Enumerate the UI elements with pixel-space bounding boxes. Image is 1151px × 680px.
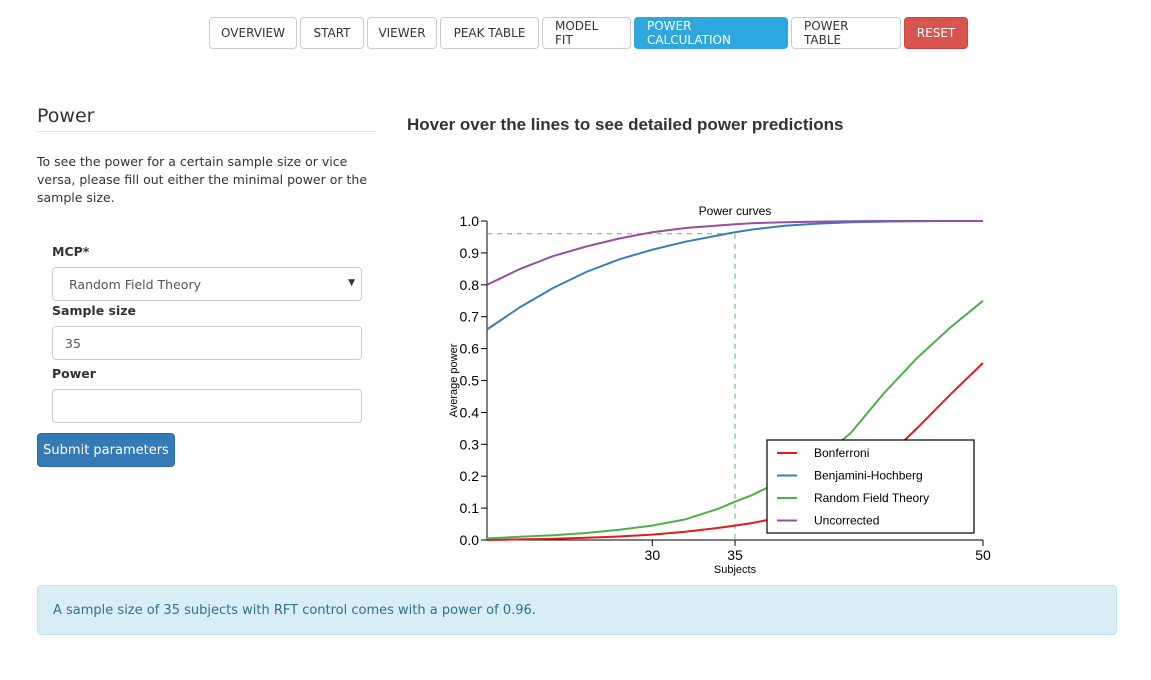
y-tick-label: 0.2 xyxy=(460,468,480,484)
reset-button[interactable]: RESET xyxy=(904,17,968,49)
chevron-down-icon: ▼ xyxy=(348,278,355,288)
legend-entry: Uncorrected xyxy=(814,514,879,528)
y-axis-label: Average power xyxy=(448,343,460,417)
result-alert: A sample size of 35 subjects with RFT co… xyxy=(37,585,1117,635)
y-tick-label: 0.3 xyxy=(460,436,480,452)
x-tick-label: 30 xyxy=(645,547,661,563)
chart-heading: Hover over the lines to see detailed pow… xyxy=(407,115,844,134)
tab-power-calculation[interactable]: POWER CALCULATION xyxy=(634,17,788,49)
tab-model-fit[interactable]: MODEL FIT xyxy=(542,17,631,49)
y-tick-label: 0.5 xyxy=(460,373,480,389)
y-tick-label: 0.4 xyxy=(460,404,480,420)
legend-box xyxy=(766,439,975,534)
description-text: To see the power for a certain sample si… xyxy=(37,154,368,205)
y-tick-label: 0.7 xyxy=(460,309,480,325)
power-curves-chart: Power curves 0.0 0.1 0.2 0.3 0.4 0.5 0.6 0.7 0.8 0… xyxy=(448,204,991,576)
y-tick-label: 0.1 xyxy=(460,500,480,516)
y-tick-label: 0.8 xyxy=(460,277,480,293)
power-label: Power xyxy=(52,366,96,381)
y-tick-label: 0.9 xyxy=(460,245,480,261)
chart-title: Power curves xyxy=(699,204,772,218)
sample-size-input[interactable]: 35 xyxy=(52,326,362,360)
tab-viewer[interactable]: VIEWER xyxy=(367,17,437,49)
section-title: Power xyxy=(37,105,377,132)
x-tick-label: 50 xyxy=(975,547,991,563)
y-tick-label: 0.6 xyxy=(460,341,480,357)
tab-overview[interactable]: OVERVIEW xyxy=(209,17,297,49)
legend-entry: Bonferroni xyxy=(814,446,869,460)
y-tick-label: 0.0 xyxy=(460,532,480,548)
x-axis-label: Subjects xyxy=(714,564,757,576)
mcp-label: MCP* xyxy=(52,244,90,259)
submit-parameters-button[interactable]: Submit parameters xyxy=(37,433,175,467)
legend-entry: Random Field Theory xyxy=(814,491,929,505)
mcp-select[interactable]: Random Field Theory ▼ xyxy=(52,267,362,301)
legend-entry: Benjamini-Hochberg xyxy=(814,469,923,483)
tab-start[interactable]: START xyxy=(300,17,364,49)
nav-tabs: OVERVIEW START VIEWER PEAK TABLE MODEL F… xyxy=(209,17,971,51)
series-line-uncorrected xyxy=(486,220,983,286)
result-text: A sample size of 35 subjects with RFT co… xyxy=(53,602,536,618)
tab-power-table[interactable]: POWER TABLE xyxy=(791,17,901,49)
mcp-select-value: Random Field Theory xyxy=(69,276,201,292)
series-line-random-field-theory xyxy=(486,300,984,540)
power-sidebar: Power To see the power for a certain sam… xyxy=(37,105,377,207)
x-tick-label: 35 xyxy=(727,547,743,563)
power-input[interactable] xyxy=(52,389,362,423)
y-tick-label: 1.0 xyxy=(460,213,480,229)
tab-peak-table[interactable]: PEAK TABLE xyxy=(440,17,539,49)
sample-size-label: Sample size xyxy=(52,303,137,318)
power-form: MCP* Random Field Theory ▼ Sample size 3… xyxy=(52,243,362,423)
